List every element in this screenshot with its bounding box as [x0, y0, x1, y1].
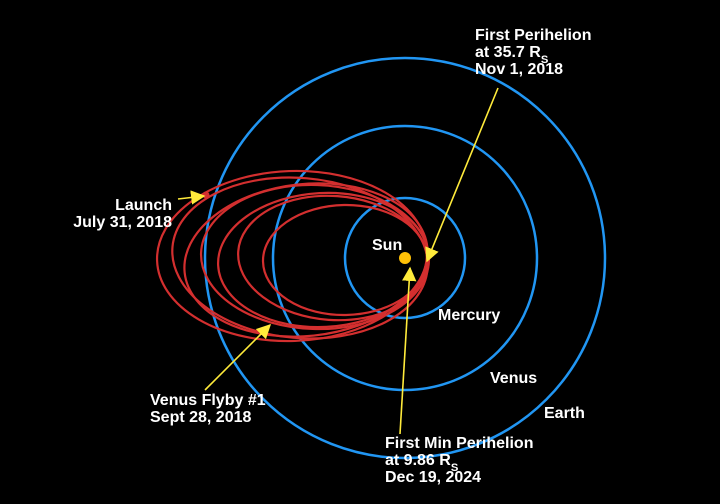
- planet-label-mercury: Mercury: [438, 307, 500, 324]
- planet-label-earth: Earth: [544, 405, 585, 422]
- planet-label-venus: Venus: [490, 370, 537, 387]
- orbit-diagram: SunMercuryVenusEarthLaunchJuly 31, 2018F…: [0, 0, 720, 504]
- background: [0, 0, 720, 504]
- sun-label: Sun: [372, 237, 402, 254]
- launch-point-icon: [203, 192, 210, 199]
- annotation-venus-flyby: Venus Flyby #1Sept 28, 2018: [150, 392, 266, 426]
